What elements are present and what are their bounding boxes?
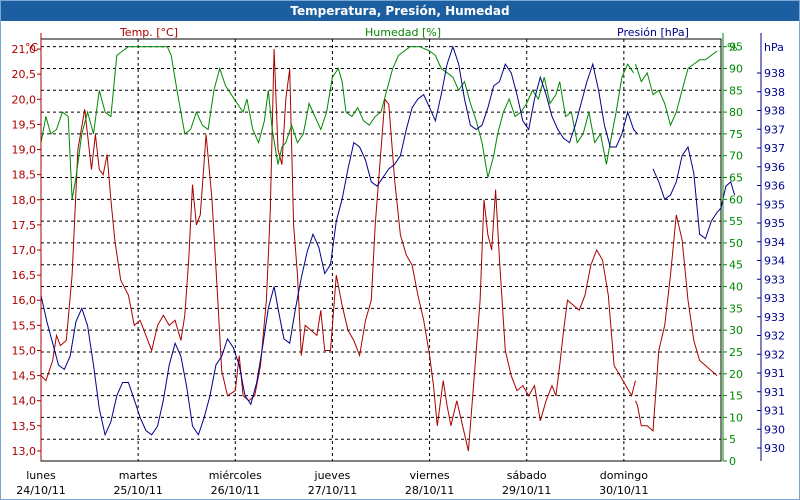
hum-tick-label: 30 bbox=[729, 324, 743, 337]
hum-unit-label: % bbox=[727, 41, 737, 54]
temperature-series-line bbox=[40, 48, 636, 452]
pres-tick-label: 931 bbox=[764, 386, 785, 399]
pres-unit-label: hPa bbox=[764, 41, 784, 54]
date-label: 29/10/11 bbox=[502, 484, 551, 497]
hum-tick-label: 10 bbox=[729, 411, 743, 424]
day-label: miércoles bbox=[209, 469, 262, 482]
pres-tick-label: 932 bbox=[764, 348, 785, 361]
pres-tick-label: 934 bbox=[764, 236, 785, 249]
pres-axis-title: Presión [hPa] bbox=[617, 26, 689, 39]
temp-tick-label: 16,5 bbox=[12, 269, 37, 282]
temp-tick-label: 19,0 bbox=[12, 144, 37, 157]
pres-tick-label: 937 bbox=[764, 123, 785, 136]
pres-tick-label: 938 bbox=[764, 105, 785, 118]
temp-tick-label: 21,0 bbox=[12, 43, 37, 56]
day-label: martes bbox=[119, 469, 158, 482]
pressure-series-line bbox=[40, 45, 638, 437]
temp-axis-title: Temp. [°C] bbox=[119, 26, 178, 39]
pres-tick-label: 936 bbox=[764, 180, 785, 193]
pres-tick-label: 930 bbox=[764, 423, 785, 436]
pres-tick-label: 930 bbox=[764, 442, 785, 455]
hum-tick-label: 15 bbox=[729, 390, 743, 403]
hum-tick-label: 95 bbox=[729, 41, 743, 54]
hum-tick-label: 5 bbox=[729, 433, 736, 446]
temp-tick-label: 14,0 bbox=[12, 395, 37, 408]
pres-tick-label: 936 bbox=[764, 161, 785, 174]
hum-tick-label: 20 bbox=[729, 368, 743, 381]
hum-tick-label: 80 bbox=[729, 106, 743, 119]
humidity-series-line bbox=[635, 50, 718, 127]
day-label: jueves bbox=[314, 469, 351, 482]
hum-tick-label: 25 bbox=[729, 346, 743, 359]
temp-tick-label: 17,5 bbox=[12, 219, 37, 232]
hum-axis-title: Humedad [%] bbox=[365, 26, 441, 39]
plot-border bbox=[40, 38, 722, 462]
temp-tick-label: 19,5 bbox=[12, 118, 37, 131]
pres-tick-label: 932 bbox=[764, 330, 785, 343]
hum-tick-label: 75 bbox=[729, 128, 743, 141]
hum-tick-label: 85 bbox=[729, 84, 743, 97]
hum-tick-label: 0 bbox=[729, 455, 736, 468]
day-label: viernes bbox=[410, 469, 450, 482]
pres-tick-label: 938 bbox=[764, 67, 785, 80]
pres-tick-label: 933 bbox=[764, 311, 785, 324]
pres-tick-label: 935 bbox=[764, 198, 785, 211]
date-label: 30/10/11 bbox=[599, 484, 648, 497]
temperature-series-line bbox=[635, 214, 718, 432]
day-label: lunes bbox=[26, 469, 56, 482]
temp-tick-label: 14,5 bbox=[12, 370, 37, 383]
temp-tick-label: 18,5 bbox=[12, 169, 37, 182]
pres-tick-label: 931 bbox=[764, 405, 785, 418]
temp-tick-label: 20,0 bbox=[12, 93, 37, 106]
pres-tick-label: 934 bbox=[764, 255, 785, 268]
series-group bbox=[40, 45, 736, 452]
hum-tick-label: 70 bbox=[729, 150, 743, 163]
chart-title: Temperatura, Presión, Humedad bbox=[1, 1, 799, 21]
temp-tick-label: 13,0 bbox=[12, 445, 37, 458]
hum-tick-label: 35 bbox=[729, 302, 743, 315]
hum-tick-label: 50 bbox=[729, 237, 743, 250]
temp-tick-label: 15,0 bbox=[12, 344, 37, 357]
temp-tick-label: 18,0 bbox=[12, 194, 37, 207]
day-label: domingo bbox=[600, 469, 648, 482]
pressure-series-line bbox=[652, 145, 736, 240]
pres-tick-label: 933 bbox=[764, 273, 785, 286]
hum-tick-label: 90 bbox=[729, 62, 743, 75]
hum-tick-label: 60 bbox=[729, 193, 743, 206]
temp-tick-label: 20,5 bbox=[12, 68, 37, 81]
hum-tick-label: 65 bbox=[729, 172, 743, 185]
date-label: 24/10/11 bbox=[16, 484, 65, 497]
day-label: sábado bbox=[507, 469, 547, 482]
temp-tick-label: 16,0 bbox=[12, 294, 37, 307]
pres-tick-label: 931 bbox=[764, 367, 785, 380]
axes-group: 13,0 13,5 14,0 14,5 15,0 15,5 16,0 16,5 17,0 17,5… bbox=[12, 26, 786, 497]
date-label: 27/10/11 bbox=[308, 484, 357, 497]
date-label: 26/10/11 bbox=[211, 484, 260, 497]
temp-tick-label: 17,0 bbox=[12, 244, 37, 257]
hum-tick-label: 40 bbox=[729, 281, 743, 294]
temp-tick-label: 15,5 bbox=[12, 319, 37, 332]
pres-tick-label: 933 bbox=[764, 292, 785, 305]
date-label: 25/10/11 bbox=[113, 484, 162, 497]
temp-unit-label: °C bbox=[25, 41, 39, 54]
grid bbox=[41, 39, 721, 461]
pres-tick-label: 935 bbox=[764, 217, 785, 230]
plot-area bbox=[40, 38, 722, 462]
pres-tick-label: 937 bbox=[764, 142, 785, 155]
date-label: 28/10/11 bbox=[405, 484, 454, 497]
hum-tick-label: 45 bbox=[729, 259, 743, 272]
humidity-series-line bbox=[40, 46, 635, 200]
pres-tick-label: 938 bbox=[764, 86, 785, 99]
hum-tick-label: 55 bbox=[729, 215, 743, 228]
temp-tick-label: 13,5 bbox=[12, 420, 37, 433]
